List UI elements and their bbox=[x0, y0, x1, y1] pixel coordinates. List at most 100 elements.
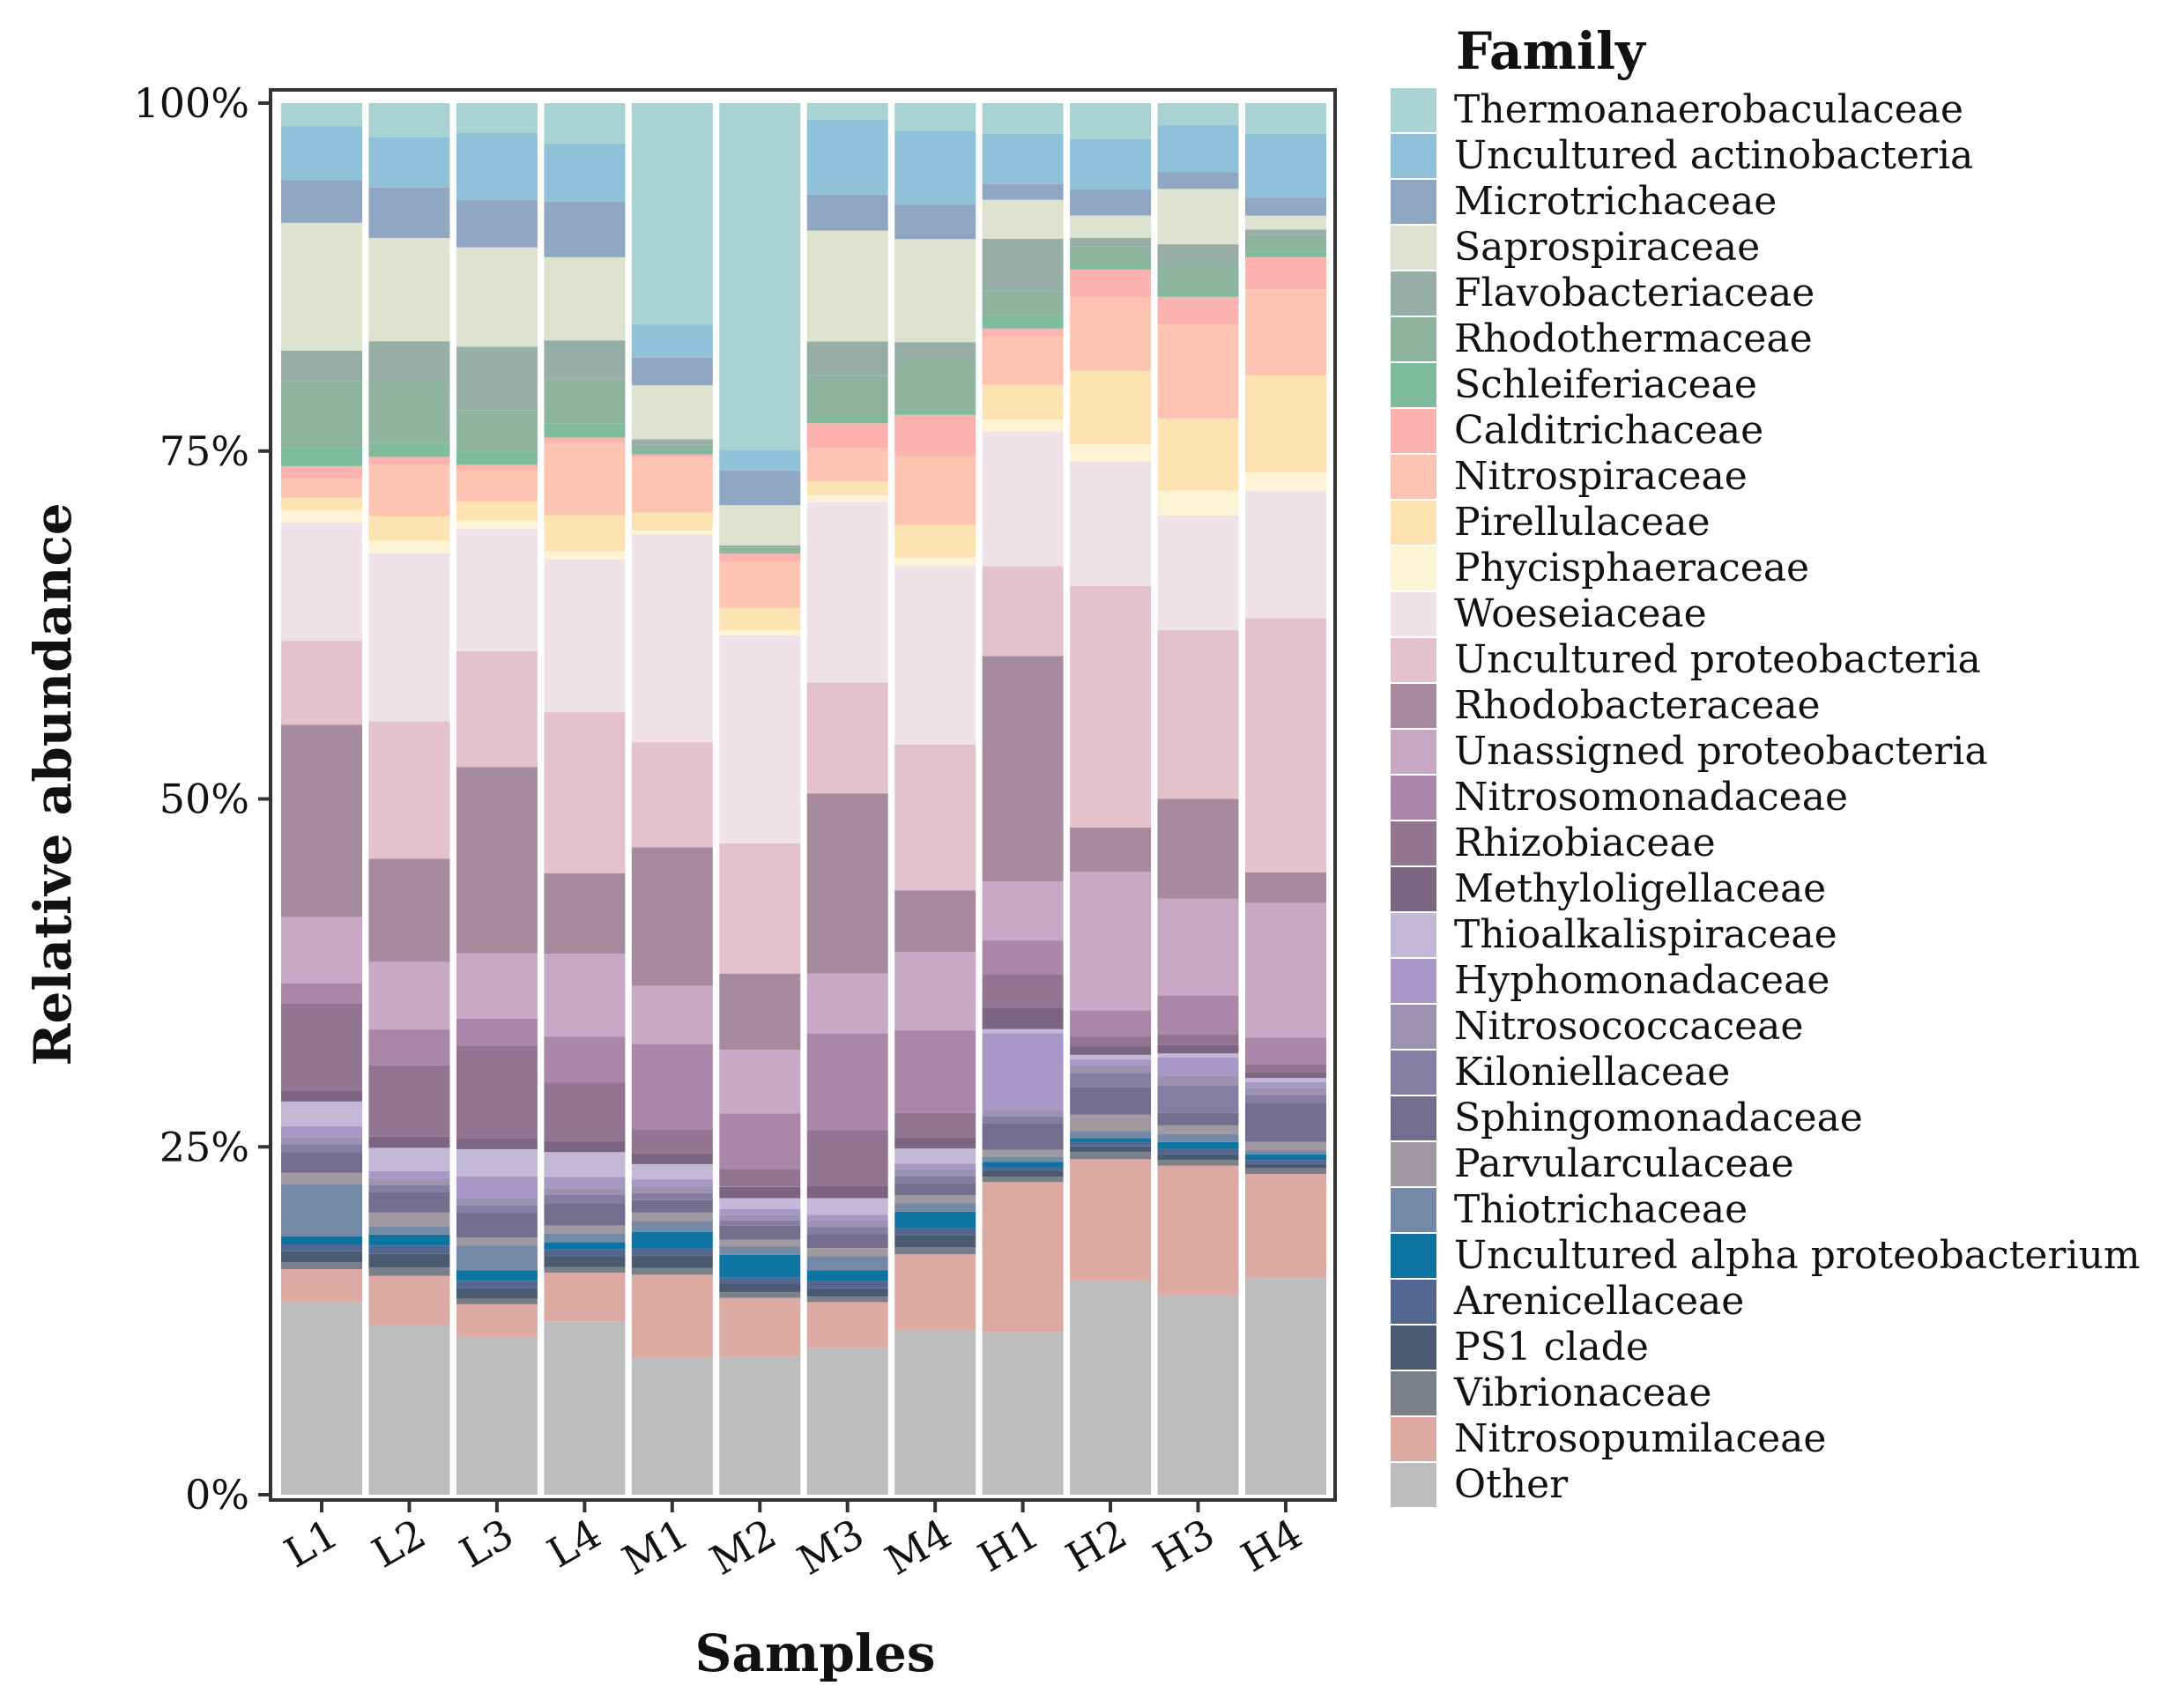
bar-segment-M1-21 bbox=[631, 512, 713, 531]
bar-segment-L2-21 bbox=[368, 516, 450, 541]
legend-swatch bbox=[1391, 134, 1436, 178]
bar-segment-L4-17 bbox=[544, 873, 626, 954]
bar-segment-M4-17 bbox=[894, 890, 976, 953]
bar-segment-L3-27 bbox=[456, 247, 538, 347]
bar-segment-L4-27 bbox=[544, 256, 626, 341]
bar-segment-H1-1 bbox=[982, 1182, 1064, 1333]
bar-segment-L3-6 bbox=[456, 1245, 538, 1271]
bar-segment-H3-23 bbox=[1157, 296, 1239, 325]
bar-area bbox=[281, 103, 1326, 1495]
bar-segment-M4-11 bbox=[894, 1163, 976, 1170]
legend-label: Rhodobacteraceae bbox=[1454, 683, 1821, 728]
bar-segment-H2-16 bbox=[1070, 872, 1152, 1011]
bar-segment-L1-17 bbox=[281, 724, 362, 917]
bar-segment-M3-10 bbox=[806, 1220, 888, 1228]
bar-segment-M4-28 bbox=[894, 204, 976, 240]
bar-segment-L4-3 bbox=[544, 1256, 626, 1267]
bar-segment-M4-5 bbox=[894, 1211, 976, 1229]
bar-segment-L4-21 bbox=[544, 515, 626, 552]
x-tick-label-H4: H4 bbox=[1233, 1510, 1310, 1581]
bar-segment-M2-9 bbox=[719, 1220, 801, 1226]
bar-segment-M1-2 bbox=[631, 1267, 713, 1275]
bar-segment-M4-1 bbox=[894, 1254, 976, 1330]
bar-segment-L3-4 bbox=[456, 1281, 538, 1288]
bar-segment-H1-21 bbox=[982, 384, 1064, 420]
bar-segment-L2-0 bbox=[368, 1325, 450, 1495]
x-tick-label-H2: H2 bbox=[1058, 1510, 1134, 1581]
bar-segment-H2-14 bbox=[1070, 1036, 1152, 1047]
bar-segment-L3-2 bbox=[456, 1298, 538, 1304]
y-tick-label: 0% bbox=[185, 1471, 249, 1519]
bar-segment-H1-7 bbox=[982, 1149, 1064, 1157]
bar-segment-M1-24 bbox=[631, 450, 713, 455]
bar-segment-H4-8 bbox=[1245, 1103, 1326, 1142]
bar-segment-H3-19 bbox=[1157, 515, 1239, 630]
bar-segment-M1-18 bbox=[631, 742, 713, 848]
legend-swatch bbox=[1391, 959, 1436, 1003]
bar-segment-H1-25 bbox=[982, 291, 1064, 316]
legend-swatch bbox=[1391, 226, 1436, 270]
bar-segment-H4-11 bbox=[1245, 1082, 1326, 1088]
bar-segment-M2-25 bbox=[719, 547, 801, 553]
bar-segment-H4-28 bbox=[1245, 197, 1326, 216]
bar-segment-L1-23 bbox=[281, 465, 362, 479]
bar-segment-L2-16 bbox=[368, 962, 450, 1030]
x-tick-label-M3: M3 bbox=[790, 1510, 872, 1585]
bar-segment-H1-20 bbox=[982, 420, 1064, 432]
bar-segment-L1-4 bbox=[281, 1244, 362, 1251]
legend-swatch bbox=[1391, 271, 1436, 316]
x-tick-label-M4: M4 bbox=[878, 1510, 960, 1585]
legend-swatch bbox=[1391, 730, 1436, 774]
bar-segment-H1-27 bbox=[982, 199, 1064, 239]
bar-segment-M1-17 bbox=[631, 847, 713, 986]
bar-segment-M4-3 bbox=[894, 1235, 976, 1248]
bar-segment-L1-20 bbox=[281, 509, 362, 523]
bar-segment-L3-24 bbox=[456, 451, 538, 465]
bar-segment-L3-26 bbox=[456, 346, 538, 411]
bar-segment-L4-10 bbox=[544, 1188, 626, 1195]
bar-segment-L2-19 bbox=[368, 553, 450, 722]
legend-label: Nitrospiraceae bbox=[1454, 454, 1748, 499]
bar-segment-L4-28 bbox=[544, 201, 626, 257]
bar-segment-H1-18 bbox=[982, 566, 1064, 657]
bar-segment-M1-8 bbox=[631, 1199, 713, 1213]
legend-label: Flavobacteriaceae bbox=[1454, 271, 1815, 316]
bar-segment-L4-18 bbox=[544, 712, 626, 873]
bar-segment-H1-5 bbox=[982, 1162, 1064, 1168]
bar-segment-L4-11 bbox=[544, 1177, 626, 1189]
bar-segment-M1-3 bbox=[631, 1255, 713, 1268]
bar-segment-L4-29 bbox=[544, 143, 626, 202]
bar-segment-H3-10 bbox=[1157, 1075, 1239, 1086]
bar-segment-M2-6 bbox=[719, 1246, 801, 1255]
x-axis: L1 L2 L3 L4 M1 M2 M3 M4 H1 H2 H3 H4 bbox=[277, 1500, 1310, 1585]
bar-segment-H2-22 bbox=[1070, 297, 1152, 371]
bar-segment-H1-16 bbox=[982, 881, 1064, 941]
bar-segment-H3-29 bbox=[1157, 125, 1239, 173]
bar-segment-L3-18 bbox=[456, 651, 538, 768]
legend-label: Arenicellaceae bbox=[1453, 1279, 1744, 1324]
bar-segment-H3-18 bbox=[1157, 630, 1239, 799]
legend-label: Sphingomonadaceae bbox=[1454, 1095, 1863, 1140]
x-tick-label-L3: L3 bbox=[452, 1510, 522, 1578]
bar-segment-M1-30 bbox=[631, 103, 713, 325]
bar-segment-M3-28 bbox=[806, 194, 888, 231]
bar-segment-L3-5 bbox=[456, 1270, 538, 1281]
bar-segment-H3-20 bbox=[1157, 490, 1239, 516]
bar-segment-L3-8 bbox=[456, 1213, 538, 1238]
bar-segment-M2-17 bbox=[719, 973, 801, 1051]
bar-segment-M4-2 bbox=[894, 1247, 976, 1255]
bar-segment-H2-29 bbox=[1070, 138, 1152, 189]
legend-label: Microtrichaceae bbox=[1454, 179, 1777, 224]
bar-segment-M3-4 bbox=[806, 1281, 888, 1288]
bar-segment-L4-8 bbox=[544, 1203, 626, 1226]
bar-segment-M1-4 bbox=[631, 1248, 713, 1256]
y-axis: 0% 25% 50% 75% 100% bbox=[133, 79, 271, 1519]
bar-segment-M4-27 bbox=[894, 239, 976, 343]
bar-segment-L4-16 bbox=[544, 954, 626, 1037]
legend-label: Kiloniellaceae bbox=[1454, 1050, 1730, 1095]
bar-segment-M4-15 bbox=[894, 1030, 976, 1113]
bar-segment-M1-26 bbox=[631, 439, 713, 445]
legend-label: Uncultured alpha proteobacterium bbox=[1454, 1233, 2141, 1278]
bar-segment-L3-29 bbox=[456, 133, 538, 200]
